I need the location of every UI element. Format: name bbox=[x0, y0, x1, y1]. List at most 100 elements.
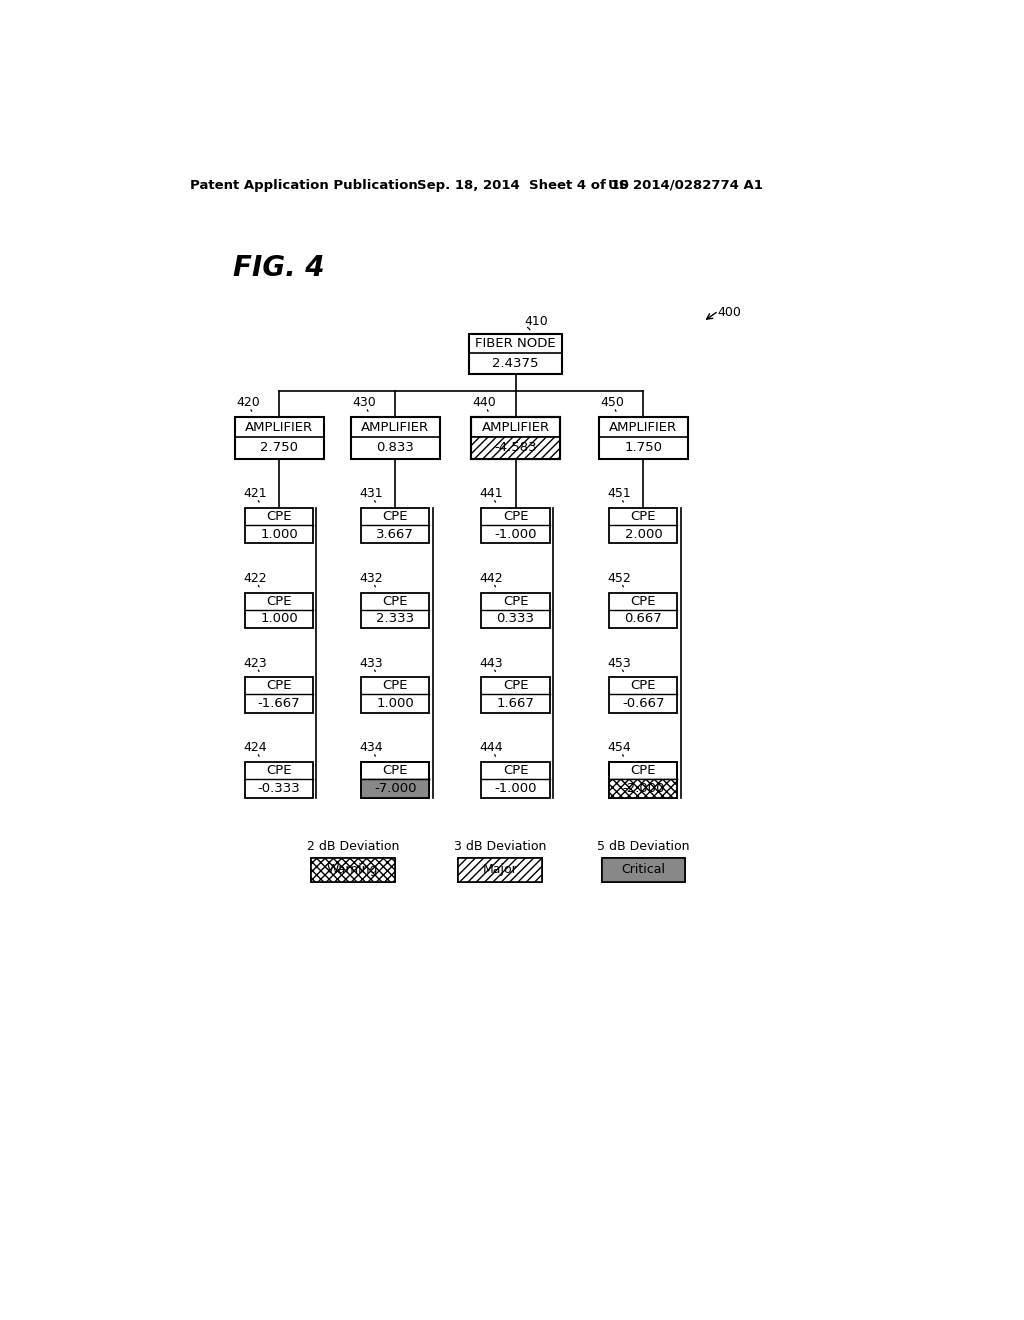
Text: AMPLIFIER: AMPLIFIER bbox=[481, 421, 550, 433]
Text: AMPLIFIER: AMPLIFIER bbox=[245, 421, 313, 433]
Text: 0.333: 0.333 bbox=[497, 612, 535, 626]
Text: CPE: CPE bbox=[266, 510, 292, 523]
Text: 1.000: 1.000 bbox=[377, 697, 415, 710]
Text: Sep. 18, 2014  Sheet 4 of 10: Sep. 18, 2014 Sheet 4 of 10 bbox=[417, 178, 629, 191]
Text: CPE: CPE bbox=[383, 764, 409, 777]
Text: -1.667: -1.667 bbox=[258, 697, 300, 710]
Text: 423: 423 bbox=[244, 656, 267, 669]
Text: 420: 420 bbox=[237, 396, 260, 409]
Bar bbox=[601, 858, 685, 882]
Bar bbox=[481, 508, 550, 544]
Text: -2.000: -2.000 bbox=[623, 781, 665, 795]
Text: 452: 452 bbox=[607, 572, 632, 585]
Bar bbox=[361, 779, 429, 797]
Bar bbox=[245, 508, 313, 544]
Bar bbox=[481, 762, 550, 797]
Text: AMPLIFIER: AMPLIFIER bbox=[609, 421, 678, 433]
Text: CPE: CPE bbox=[631, 595, 656, 607]
Text: CPE: CPE bbox=[631, 764, 656, 777]
Text: 454: 454 bbox=[607, 742, 632, 755]
Text: 2.4375: 2.4375 bbox=[493, 358, 539, 370]
Bar bbox=[234, 417, 324, 459]
Text: CPE: CPE bbox=[631, 680, 656, 693]
Text: CPE: CPE bbox=[631, 510, 656, 523]
Text: 441: 441 bbox=[480, 487, 504, 500]
Bar bbox=[609, 508, 678, 544]
Bar bbox=[601, 858, 685, 882]
Bar bbox=[361, 762, 429, 797]
Bar bbox=[361, 677, 429, 713]
Text: 430: 430 bbox=[352, 396, 376, 409]
Text: 410: 410 bbox=[524, 314, 549, 327]
Bar bbox=[609, 593, 678, 628]
Text: 424: 424 bbox=[244, 742, 267, 755]
Text: CPE: CPE bbox=[383, 595, 409, 607]
Bar bbox=[311, 858, 394, 882]
Text: CPE: CPE bbox=[503, 680, 528, 693]
Text: 2 dB Deviation: 2 dB Deviation bbox=[306, 840, 399, 853]
Text: CPE: CPE bbox=[266, 595, 292, 607]
Bar bbox=[458, 858, 542, 882]
Text: 434: 434 bbox=[359, 742, 383, 755]
Text: 1.667: 1.667 bbox=[497, 697, 535, 710]
Text: FIG. 4: FIG. 4 bbox=[232, 253, 325, 281]
Bar bbox=[609, 762, 678, 797]
Text: 2.333: 2.333 bbox=[376, 612, 415, 626]
Text: 443: 443 bbox=[480, 656, 504, 669]
Text: 433: 433 bbox=[359, 656, 383, 669]
Text: CPE: CPE bbox=[503, 510, 528, 523]
Text: -1.000: -1.000 bbox=[495, 781, 537, 795]
Text: 432: 432 bbox=[359, 572, 383, 585]
Text: 440: 440 bbox=[472, 396, 497, 409]
Text: 1.000: 1.000 bbox=[260, 528, 298, 541]
Text: Major: Major bbox=[482, 863, 517, 876]
Bar bbox=[609, 762, 678, 797]
Text: Warning: Warning bbox=[327, 863, 379, 876]
Text: AMPLIFIER: AMPLIFIER bbox=[361, 421, 429, 433]
Bar bbox=[361, 508, 429, 544]
Text: -0.333: -0.333 bbox=[258, 781, 300, 795]
Bar bbox=[245, 762, 313, 797]
Text: CPE: CPE bbox=[266, 764, 292, 777]
Bar bbox=[361, 762, 429, 797]
Text: 1.750: 1.750 bbox=[625, 441, 663, 454]
Text: 1.000: 1.000 bbox=[260, 612, 298, 626]
Bar bbox=[481, 593, 550, 628]
Bar bbox=[311, 858, 394, 882]
Text: 3.667: 3.667 bbox=[377, 528, 415, 541]
Bar bbox=[311, 858, 394, 882]
Bar bbox=[245, 593, 313, 628]
Text: CPE: CPE bbox=[383, 510, 409, 523]
Bar bbox=[471, 417, 560, 459]
Text: -1.000: -1.000 bbox=[495, 528, 537, 541]
Text: 2.000: 2.000 bbox=[625, 528, 663, 541]
Text: 421: 421 bbox=[244, 487, 267, 500]
Bar bbox=[471, 417, 560, 459]
Text: -7.000: -7.000 bbox=[374, 781, 417, 795]
Bar bbox=[469, 334, 562, 374]
Text: 422: 422 bbox=[244, 572, 267, 585]
Text: US 2014/0282774 A1: US 2014/0282774 A1 bbox=[608, 178, 763, 191]
Text: CPE: CPE bbox=[503, 595, 528, 607]
Bar bbox=[609, 677, 678, 713]
Text: FIBER NODE: FIBER NODE bbox=[475, 337, 556, 350]
Text: Patent Application Publication: Patent Application Publication bbox=[190, 178, 418, 191]
Text: CPE: CPE bbox=[503, 764, 528, 777]
Bar bbox=[351, 417, 440, 459]
Text: 431: 431 bbox=[359, 487, 383, 500]
Text: 3 dB Deviation: 3 dB Deviation bbox=[454, 840, 546, 853]
Text: 0.667: 0.667 bbox=[625, 612, 663, 626]
Bar bbox=[609, 779, 678, 797]
Text: 5 dB Deviation: 5 dB Deviation bbox=[597, 840, 689, 853]
Text: CPE: CPE bbox=[266, 680, 292, 693]
Text: 453: 453 bbox=[607, 656, 632, 669]
Bar bbox=[471, 437, 560, 459]
Text: 0.833: 0.833 bbox=[377, 441, 415, 454]
Text: 451: 451 bbox=[607, 487, 632, 500]
Bar bbox=[361, 593, 429, 628]
Bar bbox=[599, 417, 688, 459]
Bar bbox=[245, 677, 313, 713]
Bar bbox=[601, 858, 685, 882]
Text: 450: 450 bbox=[600, 396, 625, 409]
Text: Critical: Critical bbox=[622, 863, 666, 876]
